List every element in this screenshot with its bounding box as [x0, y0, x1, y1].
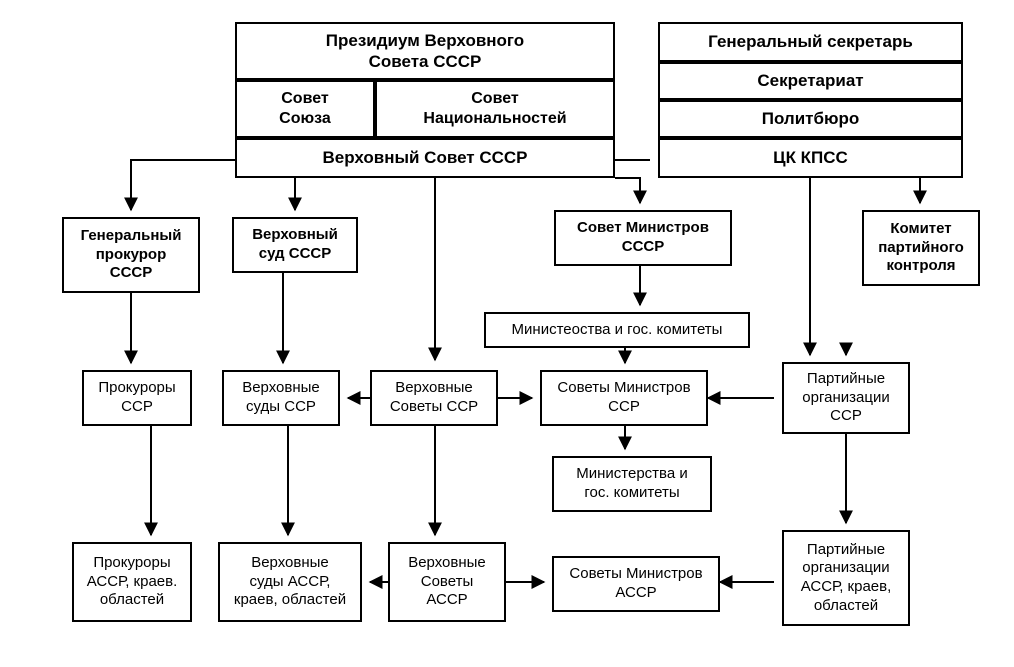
node-label: Совет Министров СССР — [571, 217, 715, 259]
node-label: Верховные Советы ССР — [384, 377, 484, 419]
node-label: Советы Министров ССР — [551, 377, 696, 419]
node-label: Партийные организации АССР, краев, облас… — [795, 539, 898, 618]
node-label: Верховные суды ССР — [236, 377, 326, 419]
node-gen-proc: Генеральный прокурор СССР — [62, 217, 200, 293]
node-label: Верховный Совет СССР — [316, 145, 533, 170]
node-label: Министеоства и гос. комитеты — [506, 319, 729, 342]
node-cc-cpsu: ЦК КПСС — [658, 138, 963, 178]
node-label: Советы Министров АССР — [563, 563, 708, 605]
node-label: Партийные организации ССР — [796, 368, 895, 428]
node-label: Комитет партийного контроля — [872, 218, 970, 278]
node-label: ЦК КПСС — [767, 145, 854, 170]
node-proc-assr: Прокуроры АССР, краев. областей — [72, 542, 192, 622]
node-label: Генеральный секретарь — [702, 29, 919, 54]
diagram-canvas: Президиум Верховного Совета СССР Совет Со… — [0, 0, 1014, 667]
node-label: Совет Союза — [273, 87, 337, 131]
node-label: Генеральный прокурор СССР — [75, 225, 188, 285]
node-sovmin-ssr: Советы Министров ССР — [540, 370, 708, 426]
node-label: Политбюро — [756, 106, 866, 131]
edge — [615, 178, 640, 203]
node-party-ssr: Партийные организации ССР — [782, 362, 910, 434]
node-label: Прокуроры ССР — [92, 377, 181, 419]
node-courts-assr: Верховные суды АССР, краев, областей — [218, 542, 362, 622]
node-label: Верховные Советы АССР — [402, 552, 492, 612]
node-soviets-assr: Верховные Советы АССР — [388, 542, 506, 622]
node-label: Президиум Верховного Совета СССР — [320, 28, 530, 75]
node-soviet-nat: Совет Национальностей — [375, 80, 615, 138]
node-label: Секретариат — [751, 68, 869, 93]
node-party-control: Комитет партийного контроля — [862, 210, 980, 286]
node-label: Верховные суды АССР, краев, областей — [228, 552, 352, 612]
node-secretariat: Секретариат — [658, 62, 963, 100]
node-gen-sec: Генеральный секретарь — [658, 22, 963, 62]
node-sov-min: Совет Министров СССР — [554, 210, 732, 266]
node-sup-court: Верховный суд СССР — [232, 217, 358, 273]
node-sup-soviet: Верховный Совет СССР — [235, 138, 615, 178]
node-label: Совет Национальностей — [417, 87, 572, 131]
node-sovmin-assr: Советы Министров АССР — [552, 556, 720, 612]
node-soviets-ssr: Верховные Советы ССР — [370, 370, 498, 426]
node-presidium: Президиум Верховного Совета СССР — [235, 22, 615, 80]
node-min-ssr: Министерства и гос. комитеты — [552, 456, 712, 512]
node-label: Прокуроры АССР, краев. областей — [81, 552, 184, 612]
node-ministries: Министеоства и гос. комитеты — [484, 312, 750, 348]
node-label: Верховный суд СССР — [246, 224, 344, 266]
node-proc-ssr: Прокуроры ССР — [82, 370, 192, 426]
node-party-assr: Партийные организации АССР, краев, облас… — [782, 530, 910, 626]
node-politburo: Политбюро — [658, 100, 963, 138]
node-courts-ssr: Верховные суды ССР — [222, 370, 340, 426]
node-label: Министерства и гос. комитеты — [570, 463, 693, 505]
edge — [131, 160, 235, 210]
node-soviet-union: Совет Союза — [235, 80, 375, 138]
